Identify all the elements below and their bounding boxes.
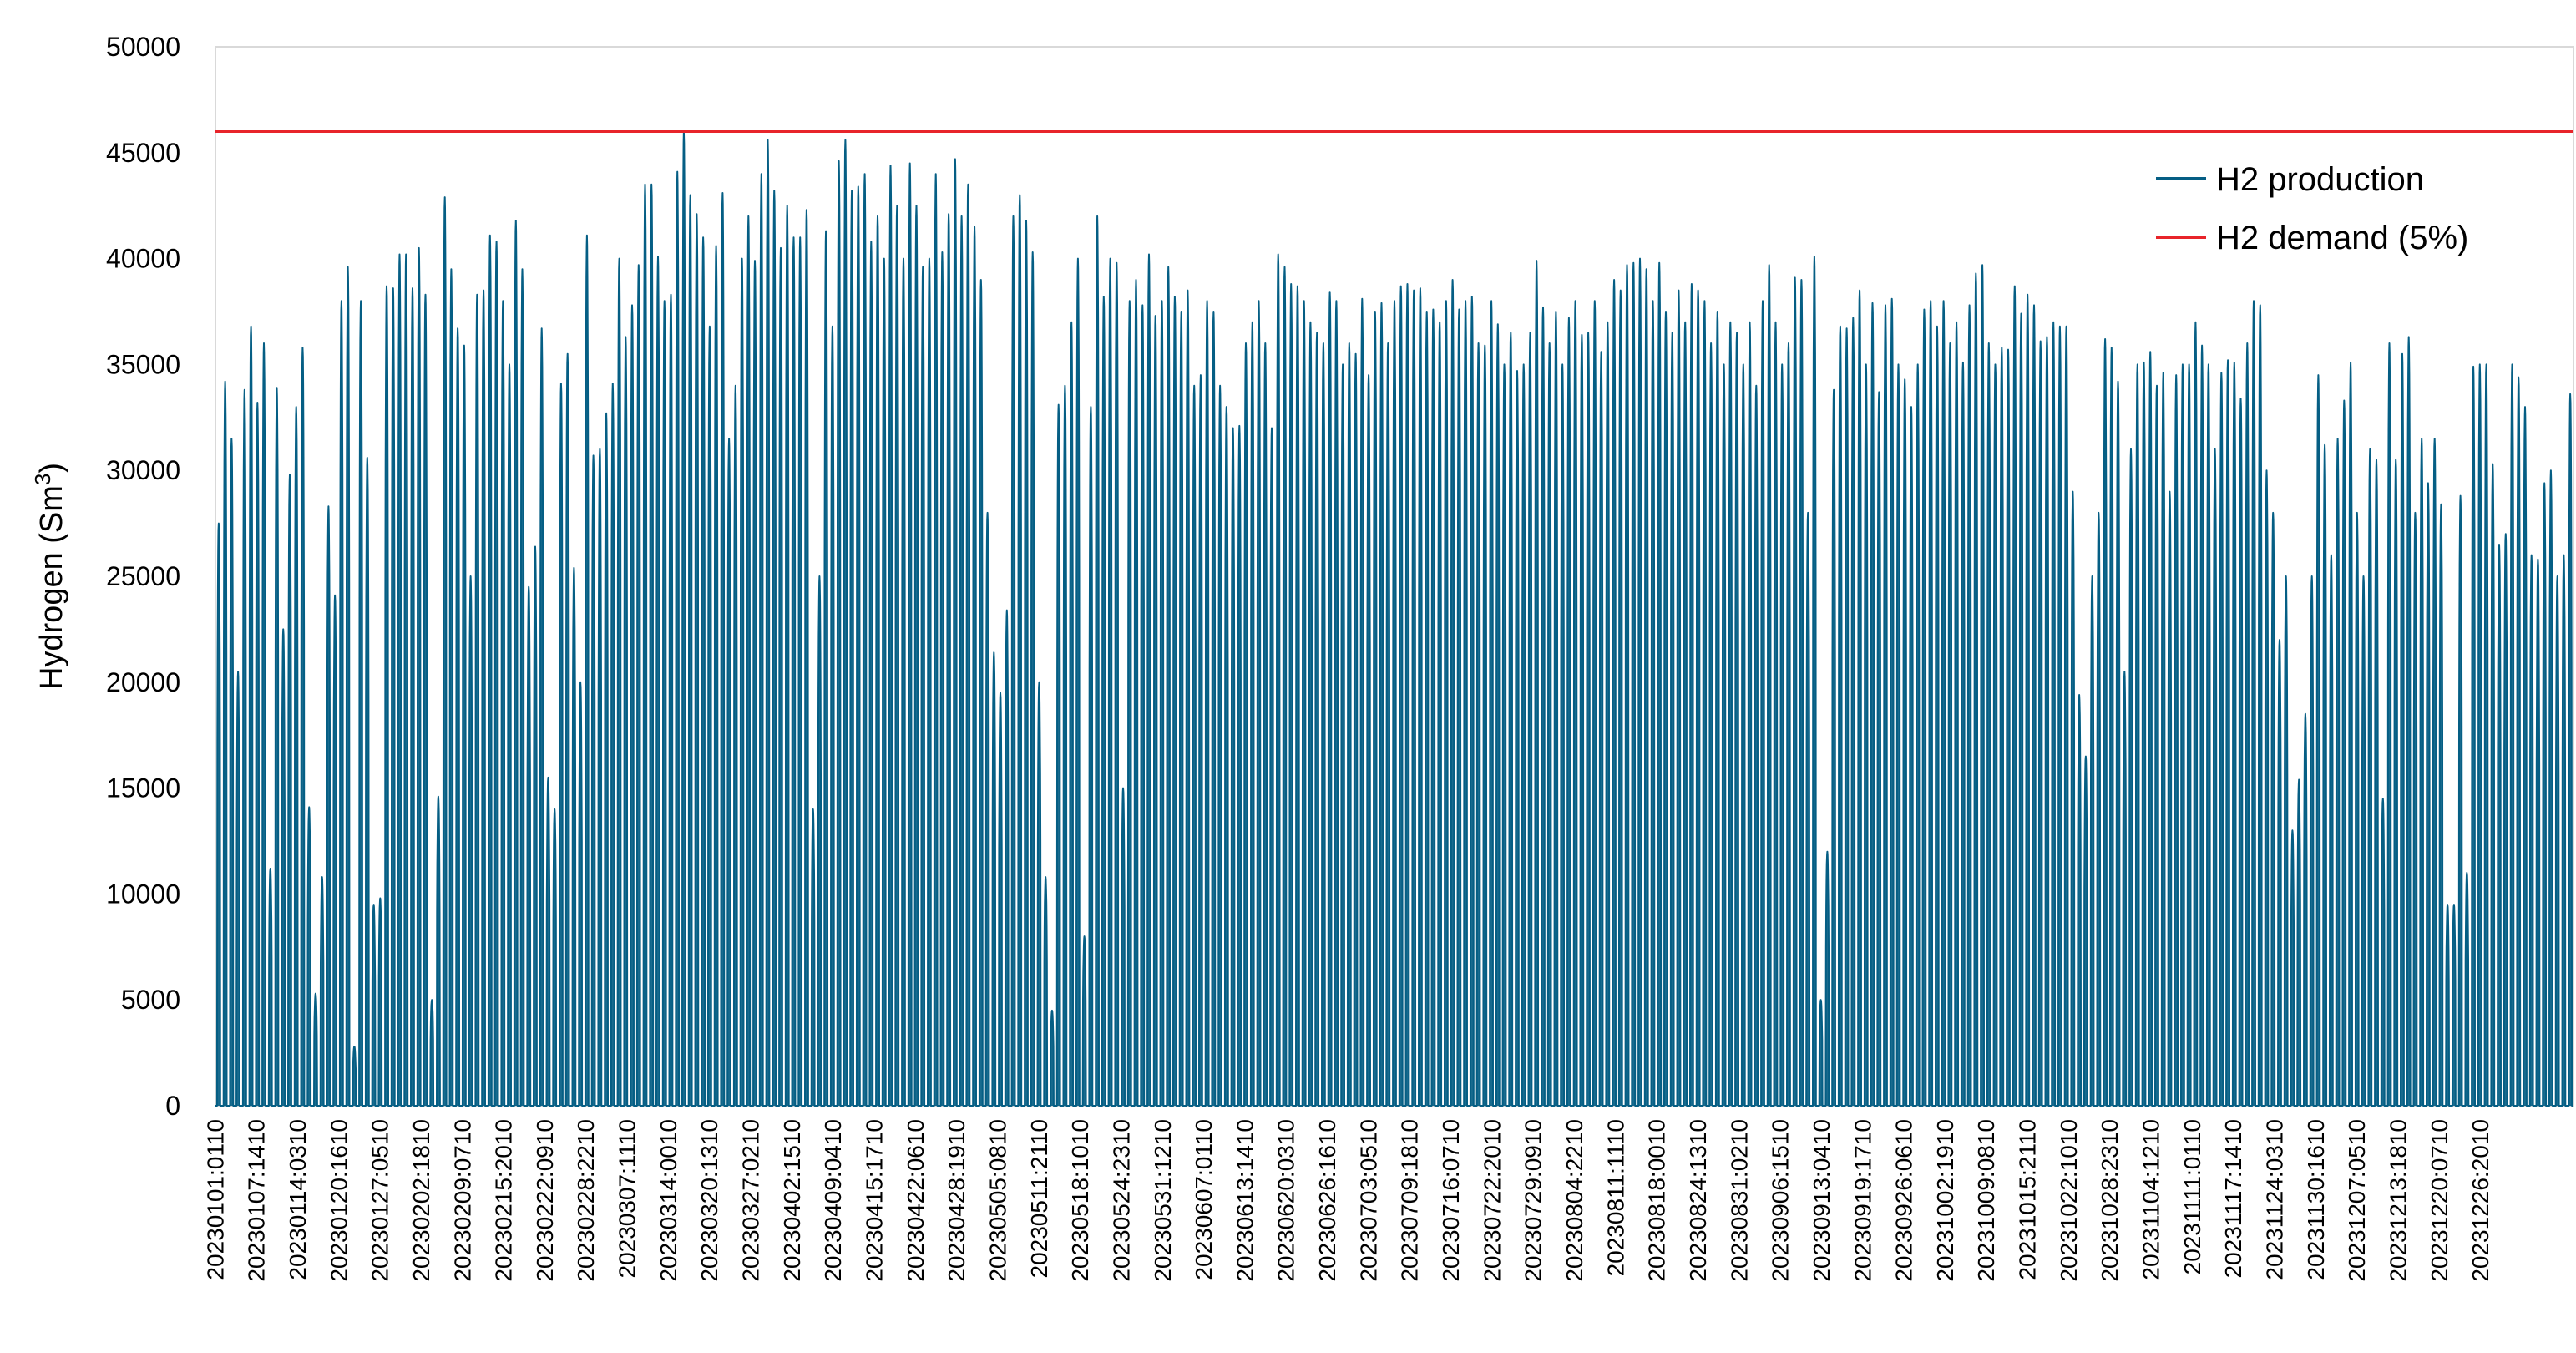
y-tick-label: 35000 [106,349,180,379]
x-tick-label: 20230422:0610 [903,1119,929,1282]
x-tick-label: 20230926:0610 [1891,1119,1917,1282]
legend-label-h2-demand: H2 demand (5%) [2216,220,2468,256]
x-tick-label: 20230811:1110 [1602,1119,1628,1276]
x-tick-label: 20230228:2210 [573,1119,599,1282]
x-tick-label: 20230215:2010 [491,1119,517,1282]
y-tick-label: 50000 [106,32,180,62]
legend-label-h2-production: H2 production [2216,161,2424,198]
y-tick-label: 40000 [106,244,180,274]
x-tick-label: 20230824:1310 [1685,1119,1711,1282]
x-tick-label: 20231226:2010 [2467,1119,2493,1282]
x-tick-label: 20230222:0910 [532,1119,558,1282]
y-axis-title-group: Hydrogen (Sm3) [30,463,69,690]
x-tick-label: 20230505:0810 [985,1119,1011,1282]
x-tick-label: 20231002:1910 [1932,1119,1958,1282]
y-tick-label: 0 [165,1091,180,1121]
x-tick-label: 20230314:0010 [655,1119,681,1282]
x-tick-label: 20230626:1610 [1314,1119,1340,1282]
x-tick-label: 20230511:2110 [1026,1119,1052,1279]
x-tick-label: 20231009:0810 [1973,1119,1999,1282]
x-tick-label: 20231028:2310 [2097,1119,2123,1282]
x-tick-label: 20230202:1810 [408,1119,434,1282]
x-tick-label: 20230120:1610 [326,1119,352,1282]
x-tick-label: 20231207:0510 [2344,1119,2370,1282]
plot-area [215,46,2574,1107]
x-tick-label: 20230831:0210 [1726,1119,1752,1282]
x-tick-label: 20230919:1710 [1850,1119,1875,1282]
y-tick-label: 10000 [106,879,180,909]
x-tick-label: 20230804:2210 [1561,1119,1587,1282]
x-tick-label: 20231130:1610 [2303,1119,2329,1280]
legend: H2 production H2 demand (5%) [2156,161,2468,256]
y-axis-title-sup: 3 [30,474,55,485]
x-tick-label: 20231220:0710 [2427,1119,2452,1282]
y-tick-label: 25000 [106,561,180,591]
x-tick-label: 20230107:1410 [244,1119,270,1282]
x-tick-label: 20230709:1810 [1397,1119,1423,1282]
x-tick-label: 20230402:1510 [779,1119,805,1282]
x-tick-label: 20230607:0110 [1191,1119,1217,1280]
x-tick-label: 20230818:0010 [1644,1119,1670,1282]
x-axis-ticks: 20230101:0110 20230107:1410 20230114:0310 2… [202,1119,2493,1282]
x-tick-label: 20230620:0310 [1273,1119,1299,1282]
x-tick-label: 20230101:0110 [202,1119,228,1280]
x-tick-label: 20230320:1310 [696,1119,722,1282]
y-axis-title: Hydrogen (Sm3) [30,463,69,690]
x-tick-label: 20230913:0410 [1809,1119,1835,1282]
y-tick-label: 30000 [106,455,180,485]
x-tick-label: 20230722:2010 [1479,1119,1505,1282]
x-tick-label: 20230906:1510 [1768,1119,1794,1282]
x-tick-label: 20230518:1010 [1067,1119,1093,1282]
x-tick-label: 20231124:0310 [2262,1119,2288,1280]
x-tick-label: 20231104:1210 [2138,1119,2164,1280]
x-tick-label: 20230524:2310 [1108,1119,1134,1282]
x-tick-label: 20230409:0410 [820,1119,846,1282]
y-tick-label: 5000 [121,985,180,1015]
x-tick-label: 20230127:0510 [367,1119,393,1282]
x-tick-label: 20231015:2110 [2015,1119,2041,1280]
x-tick-label: 20230428:1910 [944,1119,969,1282]
y-tick-label: 45000 [106,138,180,168]
x-tick-label: 20230327:0210 [738,1119,764,1282]
x-tick-label: 20230531:1210 [1150,1119,1176,1282]
x-tick-label: 20230415:1710 [862,1119,888,1282]
series-h2-production-line [215,130,2574,1107]
y-axis-title-close: ) [34,463,69,474]
x-tick-label: 20231111:0110 [2179,1119,2205,1274]
y-axis-ticks: 0 5000 10000 15000 20000 25000 30000 35000 40000… [106,32,180,1121]
x-tick-label: 20230114:0310 [285,1119,311,1280]
x-tick-label: 20230716:0710 [1438,1119,1464,1282]
x-tick-label: 20230307:1110 [615,1119,640,1279]
y-tick-label: 20000 [106,667,180,697]
x-tick-label: 20230209:0710 [449,1119,475,1282]
x-tick-label: 20230729:0910 [1521,1119,1546,1282]
y-tick-label: 15000 [106,773,180,803]
x-tick-label: 20230703:0510 [1355,1119,1381,1282]
x-tick-label: 20231213:1810 [2386,1119,2412,1282]
x-tick-label: 20231117:1410 [2220,1119,2246,1279]
x-tick-label: 20230613:1410 [1232,1119,1258,1282]
x-tick-label: 20231022:1010 [2056,1119,2082,1282]
y-axis-title-base: Hydrogen (Sm [34,485,69,690]
